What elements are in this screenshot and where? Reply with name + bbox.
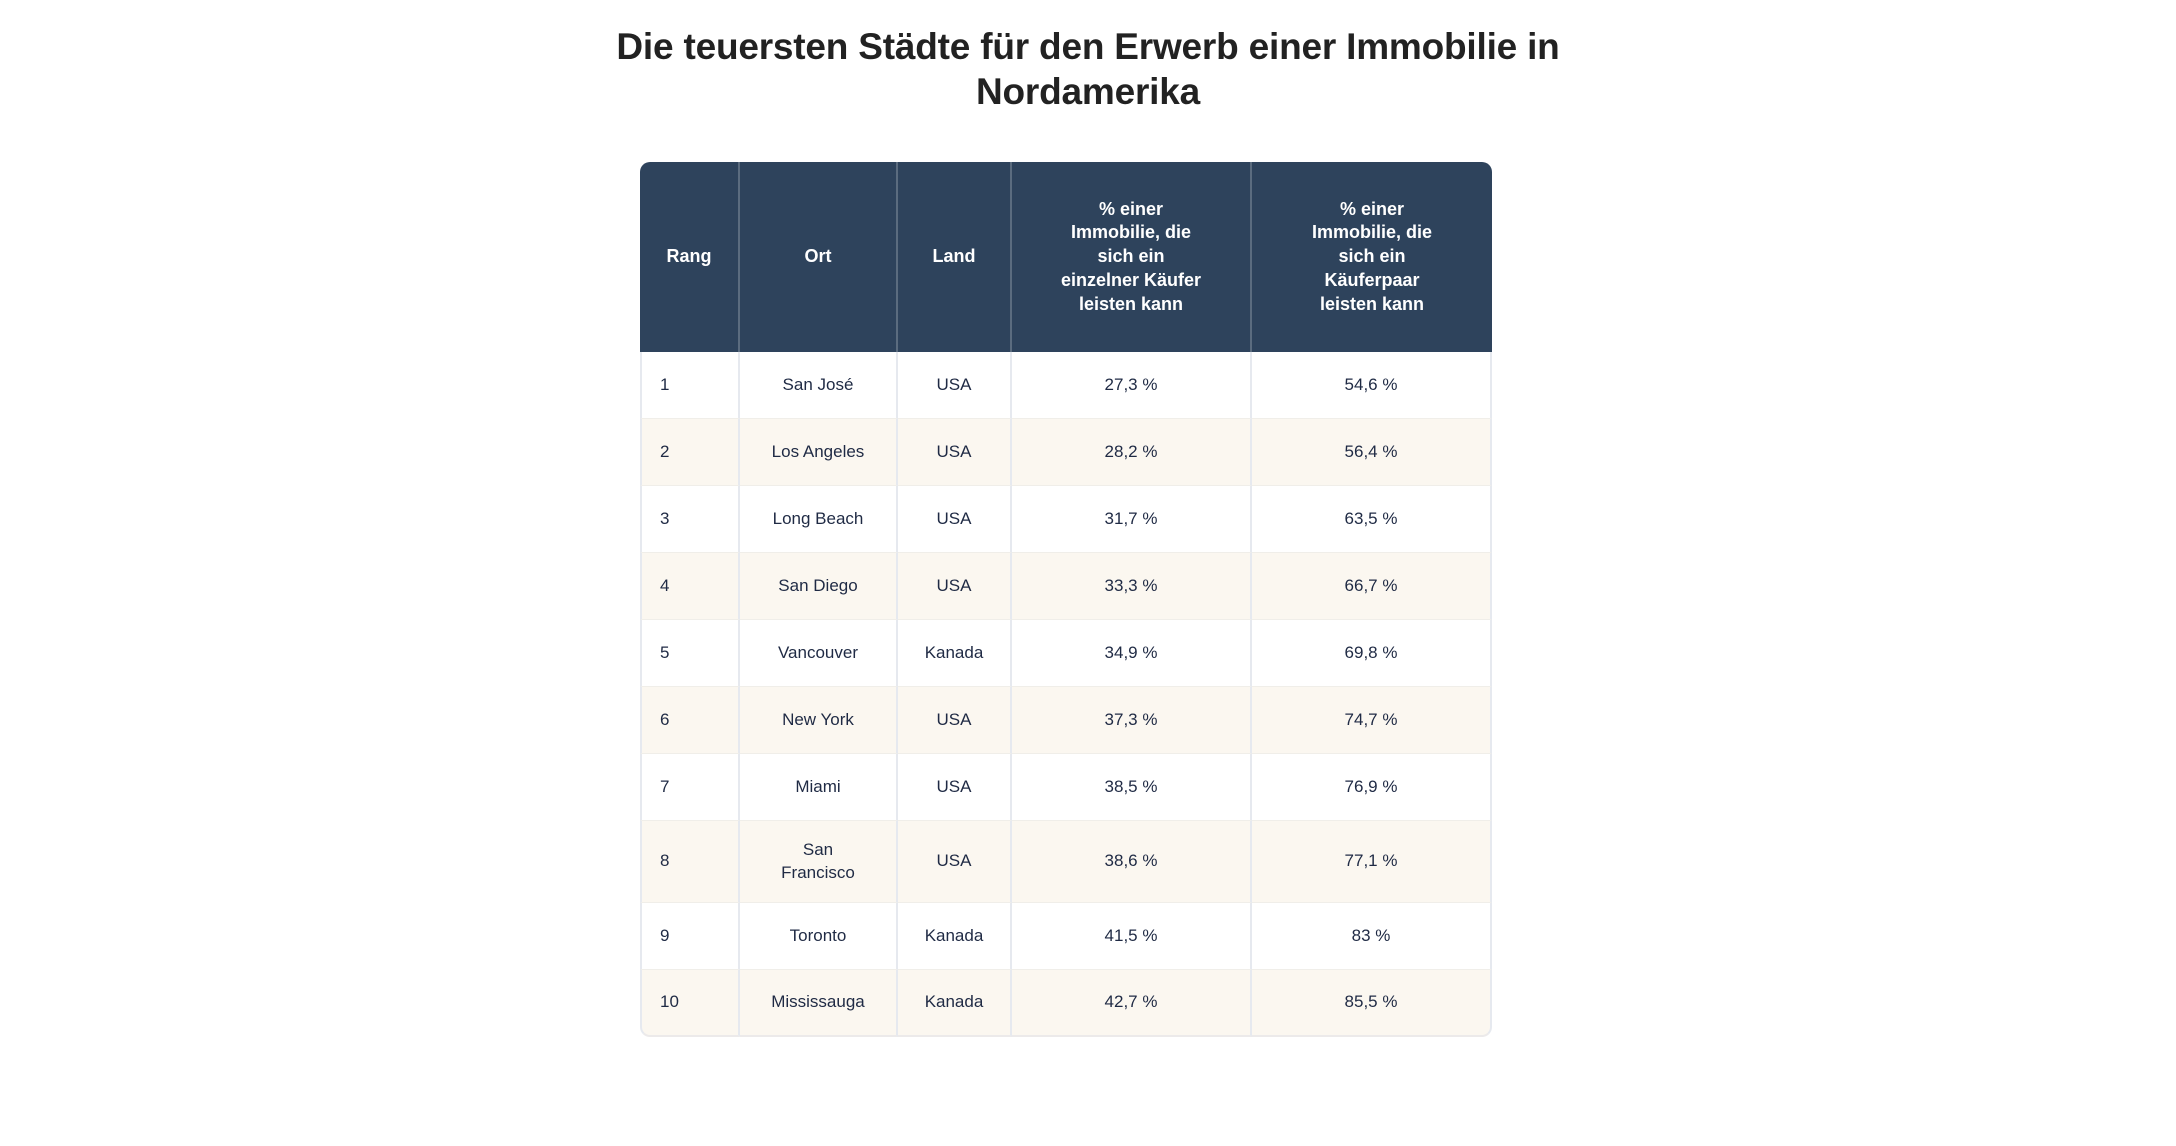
column-header-country-line-1: Land xyxy=(932,246,976,267)
cell-single-percent: 28,2 % xyxy=(1012,419,1252,486)
column-header-single-line-4: einzelner Käufer xyxy=(1060,269,1202,290)
column-header-couple-line-4: Käuferpaar xyxy=(1324,269,1420,290)
cell-single-percent: 37,3 % xyxy=(1012,687,1252,754)
cell-single-percent: 33,3 % xyxy=(1012,553,1252,620)
column-header-couple-line-5: leisten kann xyxy=(1319,293,1425,314)
column-header-couple-line-3: sich ein xyxy=(1338,246,1406,267)
cell-rank: 2 xyxy=(640,419,740,486)
cell-rank: 6 xyxy=(640,687,740,754)
table-header-row: Rang Ort Land % einer Immobilie, die sic… xyxy=(640,162,1492,352)
column-header-country: Land xyxy=(898,162,1012,352)
cell-city-line-2: Francisco xyxy=(781,862,855,882)
cell-city: Vancouver xyxy=(740,620,898,687)
cell-couple-percent: 74,7 % xyxy=(1252,687,1492,754)
cell-city-line-1: Mississauga xyxy=(771,992,865,1012)
cell-city-line-1: New York xyxy=(782,709,854,729)
cell-rank: 3 xyxy=(640,486,740,553)
cell-country: USA xyxy=(898,486,1012,553)
cell-single-percent: 38,6 % xyxy=(1012,821,1252,903)
cell-city-line-1: Toronto xyxy=(789,925,847,945)
column-header-single-line-1: % einer xyxy=(1098,198,1164,219)
cell-city-line-1: San Diego xyxy=(778,575,858,595)
column-header-single-line-2: Immobilie, die xyxy=(1070,222,1192,243)
title-container: Die teuersten Städte für den Erwerb eine… xyxy=(0,24,2176,114)
cell-rank: 5 xyxy=(640,620,740,687)
table-row: 4 San Diego USA 33,3 % 66,7 % xyxy=(640,553,1492,620)
column-header-single-line-5: leisten kann xyxy=(1078,293,1184,314)
page-title: Die teuersten Städte für den Erwerb eine… xyxy=(616,26,1560,113)
ranking-table-container: Rang Ort Land % einer Immobilie, die sic… xyxy=(640,162,1492,1037)
column-header-city: Ort xyxy=(740,162,898,352)
cell-rank: 10 xyxy=(640,970,740,1037)
cell-country: USA xyxy=(898,754,1012,821)
cell-couple-percent: 76,9 % xyxy=(1252,754,1492,821)
cell-city: Long Beach xyxy=(740,486,898,553)
cell-city: Los Angeles xyxy=(740,419,898,486)
cell-city-line-1: Long Beach xyxy=(772,508,864,528)
table-row: 6 New York USA 37,3 % 74,7 % xyxy=(640,687,1492,754)
cell-single-percent: 38,5 % xyxy=(1012,754,1252,821)
cell-couple-percent: 85,5 % xyxy=(1252,970,1492,1037)
cell-couple-percent: 77,1 % xyxy=(1252,821,1492,903)
column-header-single-line-3: sich ein xyxy=(1097,246,1165,267)
column-header-rank: Rang xyxy=(640,162,740,352)
cell-city-line-1: San xyxy=(802,840,834,860)
cell-single-percent: 34,9 % xyxy=(1012,620,1252,687)
column-header-rank-line-1: Rang xyxy=(666,246,712,267)
cell-city: San Francisco xyxy=(740,821,898,903)
cell-city-line-1: Vancouver xyxy=(777,642,858,662)
cell-city-line-1: San José xyxy=(782,374,854,394)
cell-single-percent: 41,5 % xyxy=(1012,903,1252,970)
table-body: 1 San José USA 27,3 % 54,6 % 2 Los Angel… xyxy=(640,352,1492,1037)
cell-country: USA xyxy=(898,419,1012,486)
cell-country: Kanada xyxy=(898,620,1012,687)
cell-country: USA xyxy=(898,821,1012,903)
column-header-couple-line-2: Immobilie, die xyxy=(1311,222,1433,243)
table-row: 10 Mississauga Kanada 42,7 % 85,5 % xyxy=(640,970,1492,1037)
cell-city: Mississauga xyxy=(740,970,898,1037)
cell-country: USA xyxy=(898,553,1012,620)
cell-country: Kanada xyxy=(898,903,1012,970)
cell-city: San José xyxy=(740,352,898,419)
cell-single-percent: 31,7 % xyxy=(1012,486,1252,553)
cell-city-line-1: Miami xyxy=(795,776,841,796)
cell-couple-percent: 69,8 % xyxy=(1252,620,1492,687)
cell-single-percent: 27,3 % xyxy=(1012,352,1252,419)
table-row: 9 Toronto Kanada 41,5 % 83 % xyxy=(640,903,1492,970)
table-row: 7 Miami USA 38,5 % 76,9 % xyxy=(640,754,1492,821)
cell-couple-percent: 66,7 % xyxy=(1252,553,1492,620)
cell-city-line-1: Los Angeles xyxy=(771,441,865,461)
ranking-table: Rang Ort Land % einer Immobilie, die sic… xyxy=(640,162,1492,1037)
cell-city: New York xyxy=(740,687,898,754)
cell-rank: 4 xyxy=(640,553,740,620)
cell-rank: 9 xyxy=(640,903,740,970)
cell-rank: 7 xyxy=(640,754,740,821)
table-row: 2 Los Angeles USA 28,2 % 56,4 % xyxy=(640,419,1492,486)
table-row: 3 Long Beach USA 31,7 % 63,5 % xyxy=(640,486,1492,553)
cell-city: Miami xyxy=(740,754,898,821)
table-row: 1 San José USA 27,3 % 54,6 % xyxy=(640,352,1492,419)
table-header: Rang Ort Land % einer Immobilie, die sic… xyxy=(640,162,1492,352)
column-header-couple-line-1: % einer xyxy=(1339,198,1405,219)
column-header-couple-buyer-percent: % einer Immobilie, die sich ein Käuferpa… xyxy=(1252,162,1492,352)
cell-city: San Diego xyxy=(740,553,898,620)
column-header-city-line-1: Ort xyxy=(804,246,832,267)
cell-country: Kanada xyxy=(898,970,1012,1037)
cell-single-percent: 42,7 % xyxy=(1012,970,1252,1037)
cell-couple-percent: 83 % xyxy=(1252,903,1492,970)
table-row: 5 Vancouver Kanada 34,9 % 69,8 % xyxy=(640,620,1492,687)
cell-rank: 8 xyxy=(640,821,740,903)
cell-country: USA xyxy=(898,687,1012,754)
cell-city: Toronto xyxy=(740,903,898,970)
cell-couple-percent: 54,6 % xyxy=(1252,352,1492,419)
cell-couple-percent: 56,4 % xyxy=(1252,419,1492,486)
table-row: 8 San Francisco USA 38,6 % 77,1 % xyxy=(640,821,1492,903)
cell-country: USA xyxy=(898,352,1012,419)
column-header-single-buyer-percent: % einer Immobilie, die sich ein einzelne… xyxy=(1012,162,1252,352)
cell-rank: 1 xyxy=(640,352,740,419)
cell-couple-percent: 63,5 % xyxy=(1252,486,1492,553)
